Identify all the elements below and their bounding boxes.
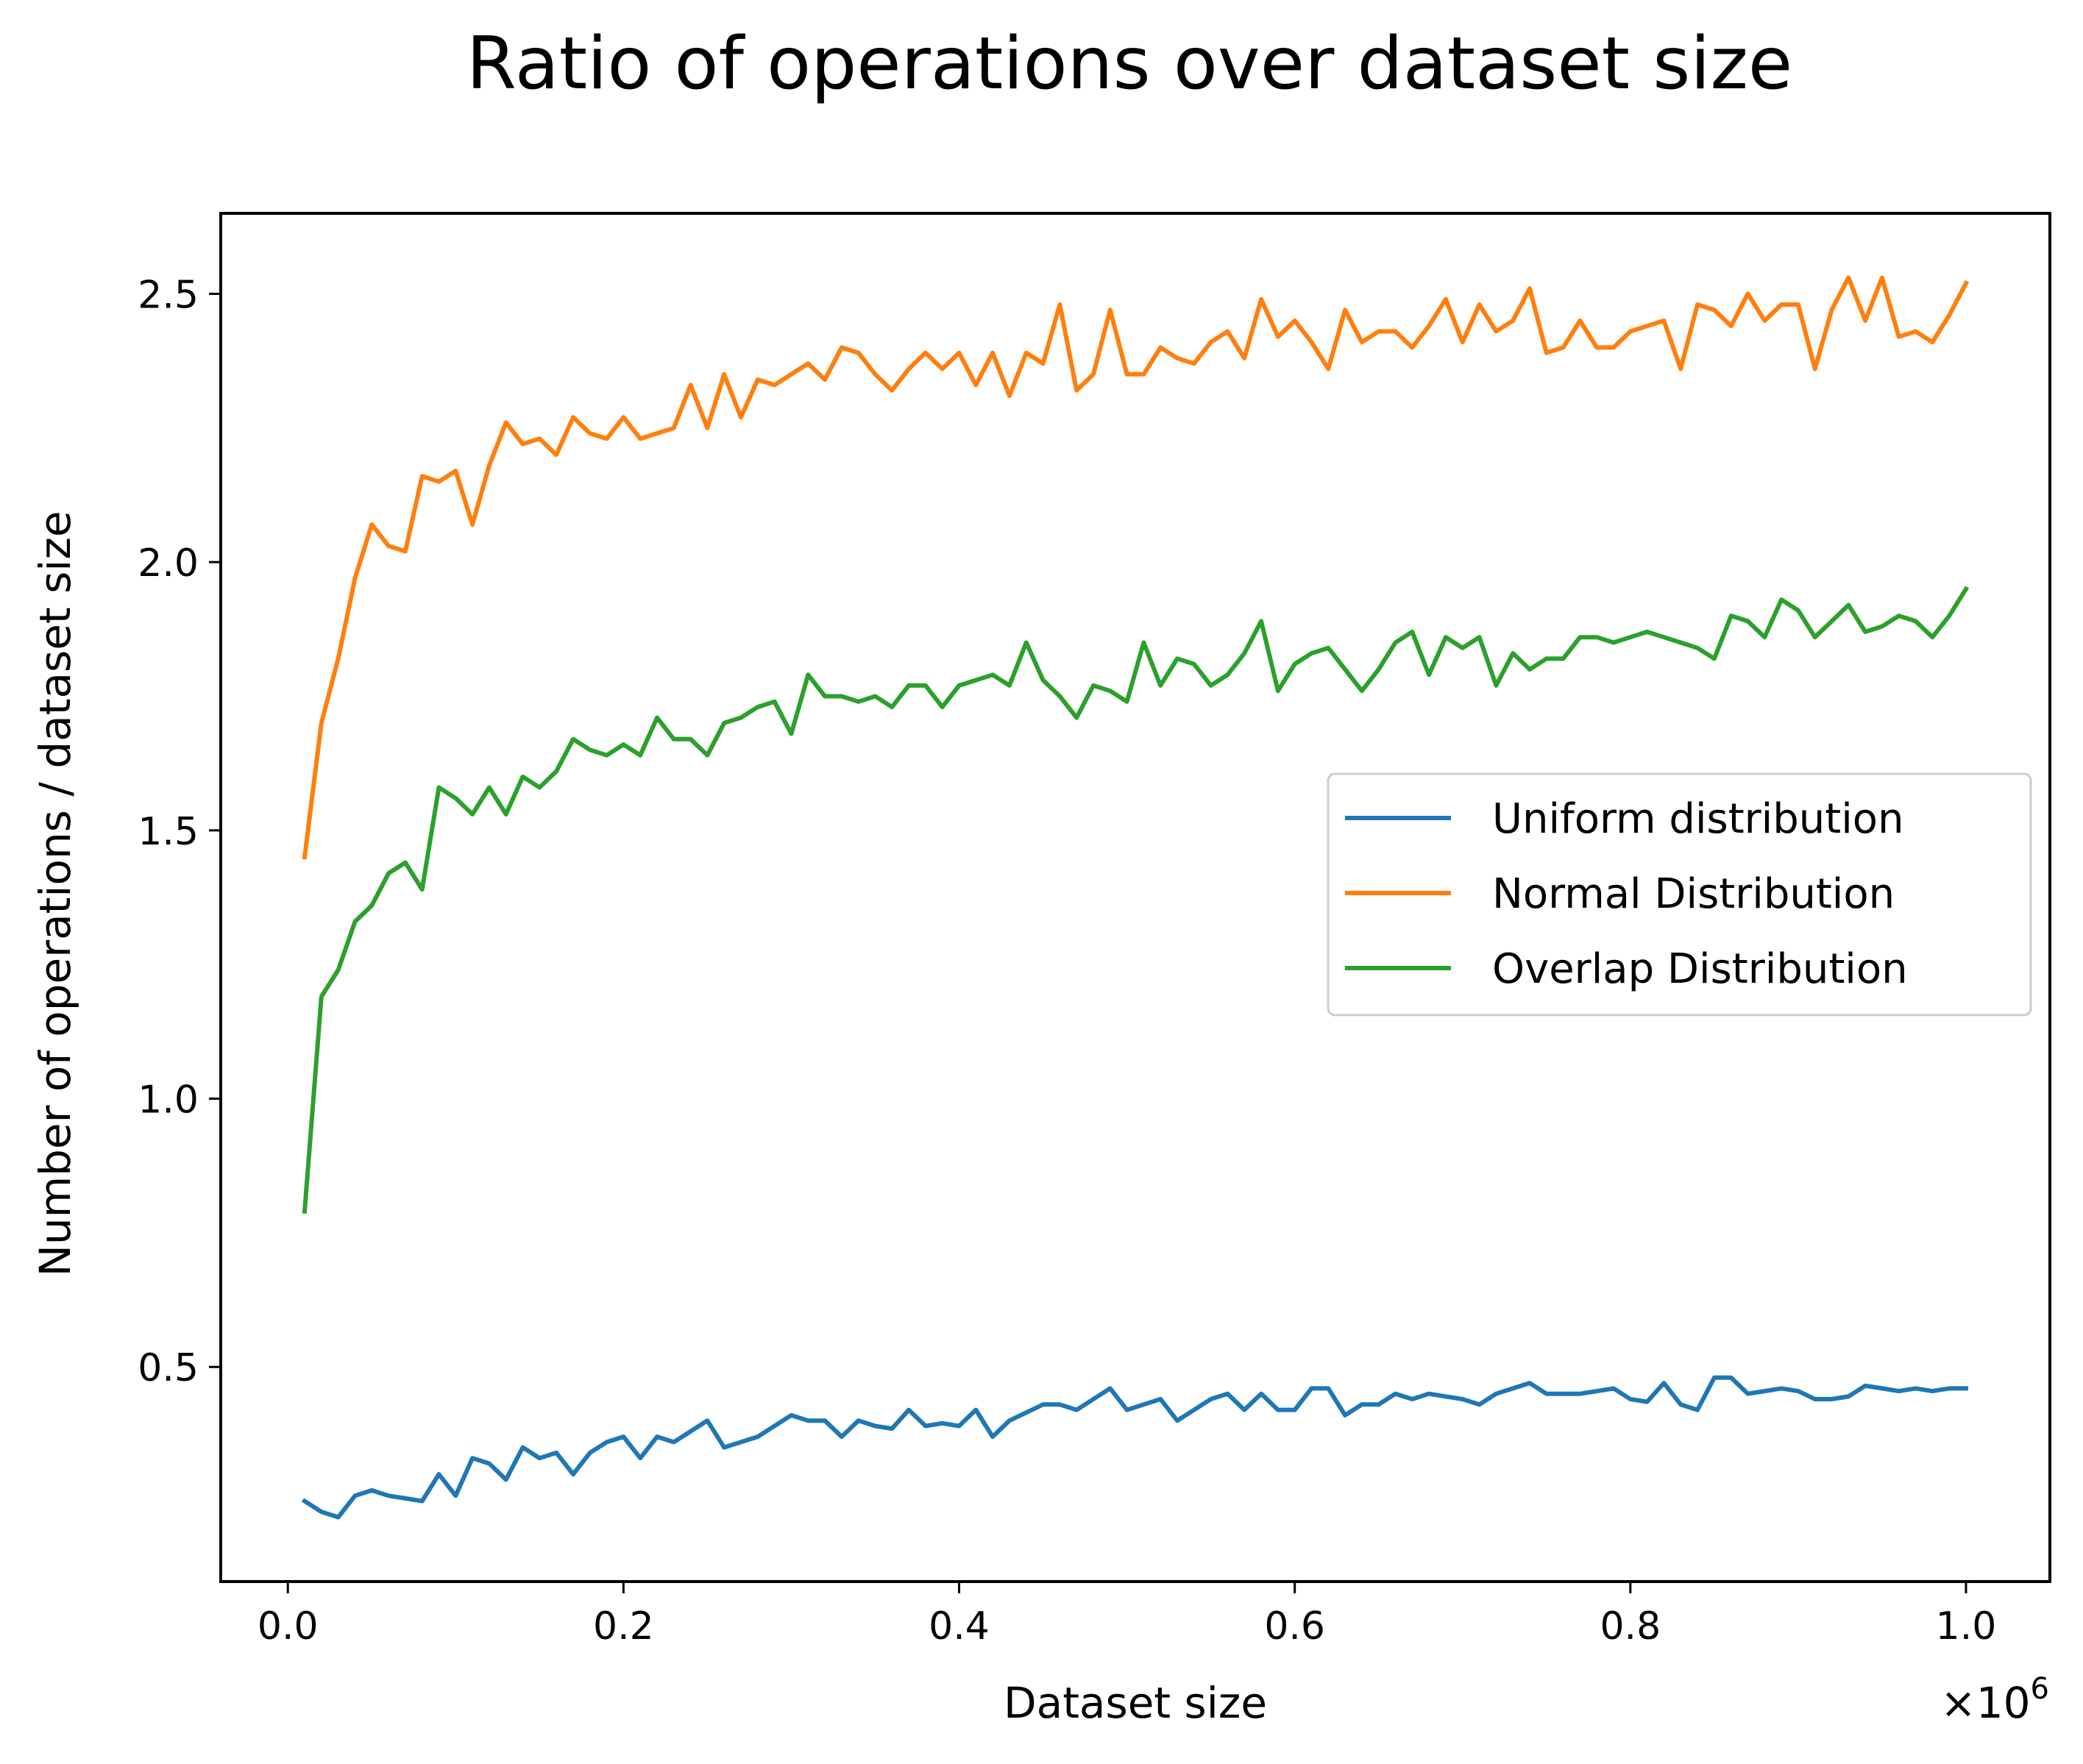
series-line-1 — [302, 275, 1970, 860]
legend-label: Normal Distribution — [1492, 870, 1895, 918]
x-tick-label: 1.0 — [1936, 1604, 1997, 1649]
x-axis-label: Dataset size — [1004, 1678, 1267, 1728]
plot-lines — [301, 275, 1970, 1520]
y-tick-label: 1.0 — [138, 1078, 199, 1123]
plot-frame — [219, 212, 2051, 1583]
legend-label: Uniform distribution — [1492, 795, 1904, 843]
legend-label: Overlap Distribution — [1492, 945, 1908, 993]
y-axis-ticks: 0.5 1.0 1.5 2.0 2.5 — [138, 273, 221, 1390]
x-tick-label: 0.2 — [593, 1604, 654, 1649]
legend-box — [1327, 772, 2032, 1017]
y-tick-label: 1.5 — [138, 810, 199, 854]
x-tick-label: 0.8 — [1600, 1604, 1661, 1649]
x-axis-ticks: 0.0 0.2 0.4 0.6 0.8 1.0 — [258, 1582, 1996, 1649]
y-axis-label: Number of operations / dataset size — [30, 511, 80, 1276]
x-axis-offset-label: ×106 — [1940, 1672, 2049, 1728]
x-tick-label: 0.4 — [929, 1604, 990, 1649]
chart-title: Ratio of operations over dataset size — [466, 22, 1792, 106]
series-line-2 — [302, 586, 1970, 1214]
legend: Uniform distribution Normal Distribution O… — [1327, 772, 2032, 1017]
x-tick-label: 0.0 — [258, 1604, 319, 1649]
x-offset-exponent: 6 — [2031, 1672, 2049, 1706]
x-tick-label: 0.6 — [1264, 1604, 1325, 1649]
y-tick-label: 2.5 — [138, 273, 199, 317]
x-offset-base: ×10 — [1940, 1678, 2030, 1728]
series-line-0 — [301, 1375, 1968, 1520]
y-tick-label: 0.5 — [138, 1346, 199, 1390]
y-tick-label: 2.0 — [138, 541, 199, 586]
